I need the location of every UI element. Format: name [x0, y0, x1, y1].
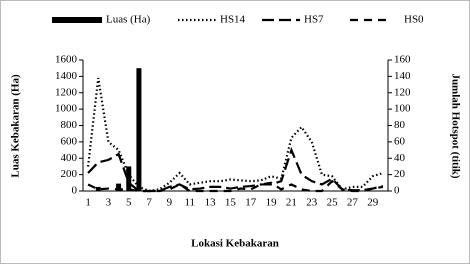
y2-tick-label: 20	[394, 168, 406, 180]
legend-label: HS7	[304, 14, 324, 26]
x-tick-label: 19	[266, 197, 278, 209]
x-tick-label: 7	[146, 197, 152, 209]
x-tick-label: 11	[184, 197, 195, 209]
bar	[136, 68, 142, 191]
line-series	[87, 146, 384, 193]
x-tick-label: 25	[327, 197, 339, 209]
y2-tick-label: 80	[394, 119, 406, 131]
y-tick-label: 1000	[55, 103, 78, 115]
x-tick-label: 9	[167, 197, 173, 209]
bar	[116, 183, 122, 191]
y-tick-label: 600	[61, 135, 78, 147]
x-tick-label: 15	[225, 197, 237, 209]
y-tick-label: 800	[61, 119, 78, 131]
y2-axis-title: Jumlah Hotspot (titik)	[449, 73, 461, 178]
y2-tick-label: 40	[394, 152, 406, 164]
y2-tick-label: 100	[394, 103, 411, 115]
x-tick-label: 1	[85, 197, 91, 209]
y2-tick-label: 140	[394, 70, 411, 82]
y-tick-label: 0	[72, 185, 78, 197]
x-tick-label: 3	[106, 197, 112, 209]
x-tick-label: 29	[367, 197, 379, 209]
x-axis-title: Lokasi Kebakaran	[191, 238, 279, 250]
y2-tick-label: 120	[394, 86, 411, 98]
legend-label: Luas (Ha)	[106, 14, 151, 26]
y2-tick-label: 0	[394, 185, 400, 197]
y-tick-label: 1400	[55, 70, 78, 82]
x-tick-label: 17	[245, 197, 257, 209]
x-tick-label: 23	[306, 197, 318, 209]
x-tick-label: 5	[126, 197, 132, 209]
x-tick-label: 13	[205, 197, 217, 209]
x-tick-label: 27	[347, 197, 359, 209]
legend-label: HS14	[220, 14, 246, 26]
bar	[126, 166, 132, 191]
y-tick-label: 1200	[55, 86, 78, 98]
y-tick-label: 200	[61, 168, 78, 180]
legend-label: HS0	[404, 14, 424, 26]
x-tick-label: 21	[286, 197, 297, 209]
y-tick-label: 1600	[55, 54, 78, 66]
y-tick-label: 400	[61, 152, 78, 164]
y2-tick-label: 60	[394, 135, 406, 147]
y-axis-title: Luas Kebakaran (Ha)	[10, 74, 22, 178]
legend-swatch	[52, 17, 102, 23]
bar	[95, 186, 101, 191]
y2-tick-label: 160	[394, 54, 411, 66]
